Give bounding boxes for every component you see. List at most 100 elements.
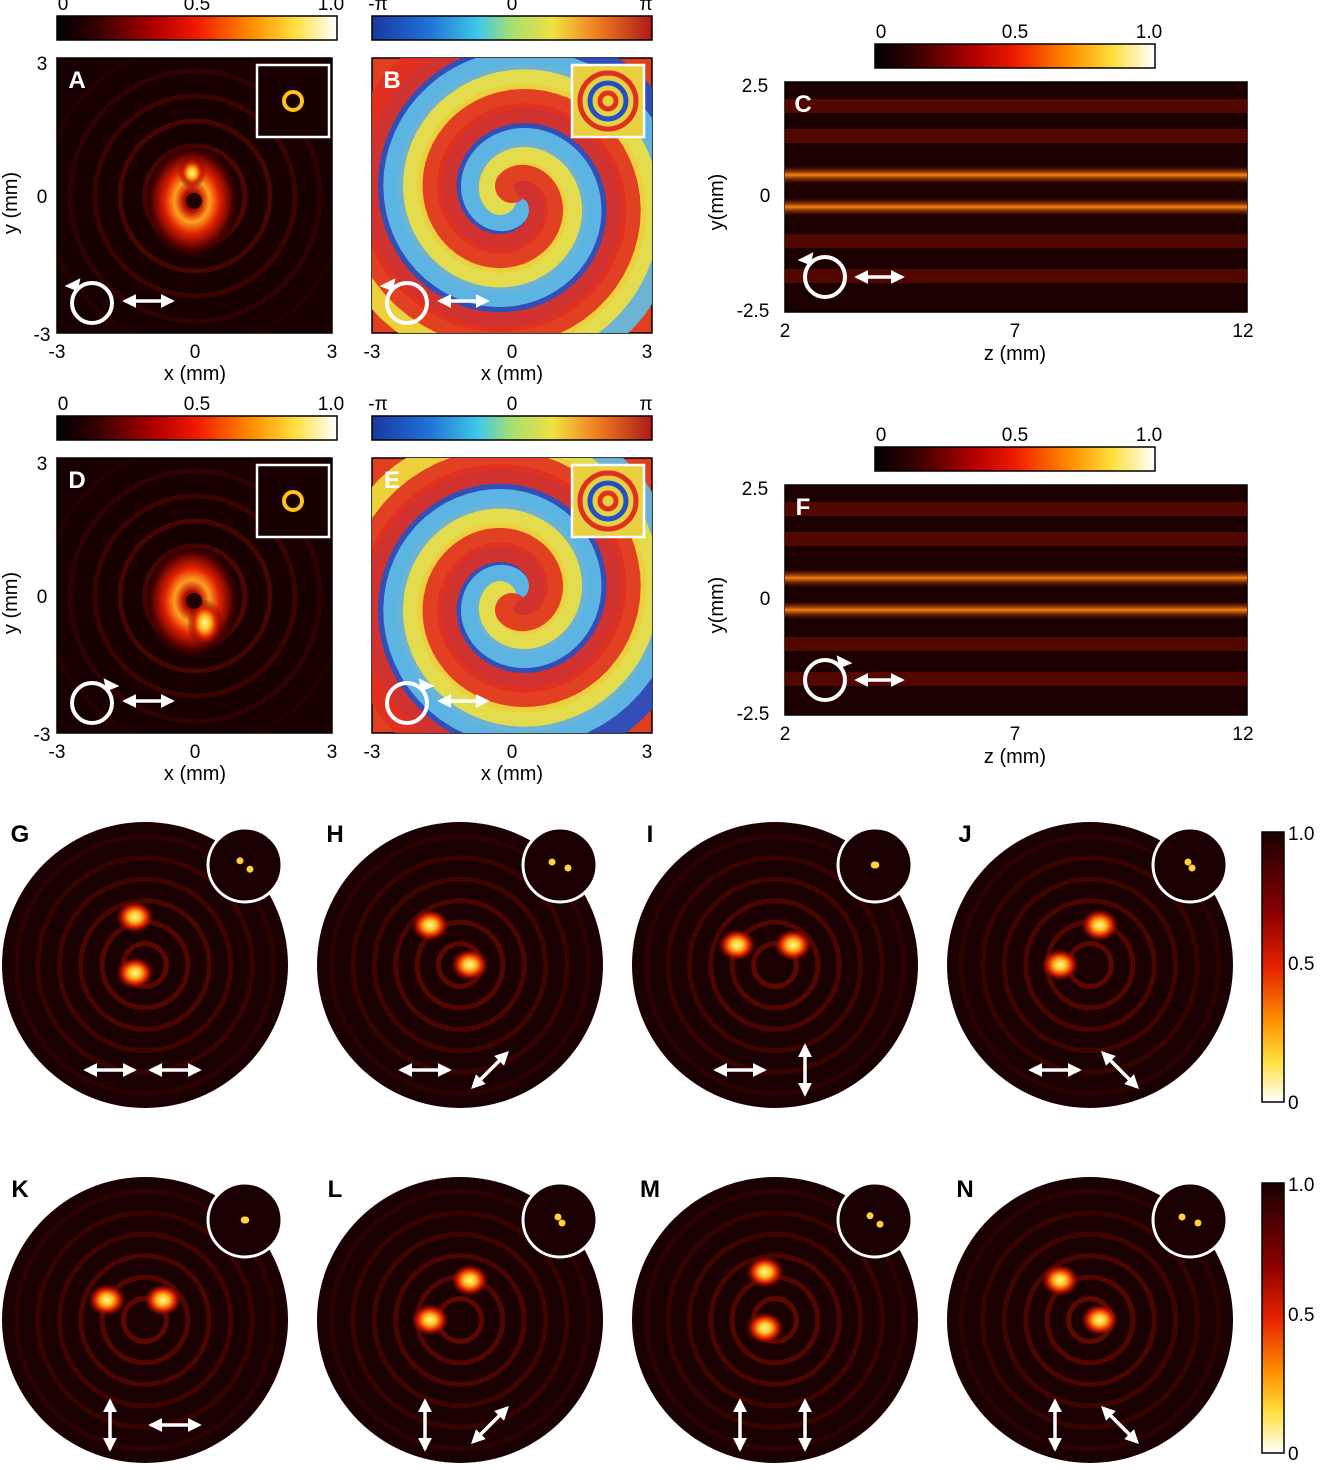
intensity-colorbar-A bbox=[56, 15, 338, 41]
ylabel-F: y(mm) bbox=[706, 577, 728, 634]
inset-disk-M bbox=[836, 1181, 914, 1259]
ring-pattern-D-ring bbox=[67, 468, 323, 724]
xtick-12-F: 12 bbox=[1232, 724, 1253, 745]
panel-label-H: H bbox=[326, 821, 343, 848]
ring-pattern-H-ring bbox=[393, 898, 527, 1032]
ytick-2.5-F: 2.5 bbox=[742, 479, 768, 500]
ytick-0-F: 0 bbox=[760, 589, 771, 610]
beam-band bbox=[785, 502, 1247, 516]
ytick-neg3-A: -3 bbox=[34, 325, 51, 346]
intensity-colorbar-D-tick-max: 1.0 bbox=[318, 394, 344, 415]
ring-pattern-M-ring bbox=[708, 1253, 842, 1387]
linear-polarization-arrow-H bbox=[471, 1051, 509, 1089]
ring-pattern-G-ring bbox=[13, 833, 277, 1097]
circular-polarization-icon-F-head bbox=[836, 655, 853, 669]
ring-pattern-N-ring bbox=[980, 1210, 1200, 1430]
panel-label-A: A bbox=[68, 67, 85, 94]
intensity-colorbar-C-tick-min: 0 bbox=[876, 22, 887, 43]
phase-arm bbox=[372, 58, 641, 333]
ylabel-A: y (mm) bbox=[0, 172, 22, 234]
intensity-colorbar-C-tick-max: 1.0 bbox=[1136, 22, 1162, 43]
circular-polarization-icon-A bbox=[70, 281, 114, 325]
ring-pattern-M-ring bbox=[643, 1188, 907, 1452]
phase-colorbar-E bbox=[371, 415, 653, 441]
ring-pattern-J-ring bbox=[980, 855, 1200, 1075]
bright-lobe-N bbox=[1040, 1263, 1081, 1298]
ytick-3-A: 3 bbox=[37, 54, 48, 75]
ytick-0-A: 0 bbox=[37, 187, 48, 208]
intensity-disk-K bbox=[2, 1177, 288, 1463]
ylabel-C: y(mm) bbox=[706, 174, 728, 231]
ring-pattern-J-ring bbox=[1001, 876, 1179, 1054]
vcb-tick-mid: 0.5 bbox=[1288, 1305, 1314, 1326]
inset-lobe-M bbox=[876, 1220, 884, 1228]
ring-pattern-K-ring bbox=[56, 1231, 234, 1409]
intensity-disk-I bbox=[632, 822, 918, 1108]
inset-disk-H bbox=[521, 826, 599, 904]
ring-pattern-K-ring bbox=[13, 1188, 277, 1452]
inset-lobe-K bbox=[242, 1216, 250, 1224]
inset-spiral-B bbox=[577, 70, 639, 132]
xtick-neg3-D: -3 bbox=[49, 742, 66, 763]
phase-colorbar-E-tick-max: π bbox=[639, 394, 652, 415]
ring-pattern-M-ring bbox=[686, 1231, 864, 1409]
panel-label-D: D bbox=[68, 467, 85, 494]
inset-ring bbox=[597, 490, 619, 512]
bright-lobe-A bbox=[178, 157, 206, 189]
ytick-0-C: 0 bbox=[760, 186, 771, 207]
inset-spiral-E bbox=[577, 470, 639, 532]
circular-polarization-icon-A-head bbox=[64, 278, 81, 292]
inset-lobe-H bbox=[548, 858, 556, 866]
phase-arm bbox=[383, 458, 652, 733]
ring-pattern-L-ring bbox=[393, 1253, 527, 1387]
ring-pattern-N-ring bbox=[1044, 1274, 1136, 1366]
ylabel-D: y (mm) bbox=[0, 572, 22, 634]
xtick-3-B: 3 bbox=[642, 342, 653, 363]
beam-band bbox=[785, 269, 1247, 283]
ring-pattern-D-ring bbox=[117, 518, 273, 674]
inset-lobe-I bbox=[872, 861, 880, 869]
vortex-core-D bbox=[186, 593, 202, 609]
inset-box-B bbox=[570, 63, 646, 139]
circular-polarization-icon-F bbox=[803, 658, 847, 702]
phase-colorbar-B bbox=[371, 15, 653, 41]
intensity-disk-J bbox=[947, 822, 1233, 1108]
ytick-2.5-C: 2.5 bbox=[742, 76, 768, 97]
bright-lobe-L bbox=[449, 1263, 490, 1298]
ring-pattern-K-ring bbox=[78, 1253, 212, 1387]
ring-pattern-H bbox=[317, 822, 603, 1108]
circular-polarization-icon-E bbox=[385, 681, 429, 725]
ring-pattern-J bbox=[947, 822, 1233, 1108]
inset-lobe-H bbox=[564, 864, 572, 872]
intensity-colorbar-D bbox=[56, 415, 338, 441]
bright-lobe-G bbox=[115, 956, 155, 990]
vertical-colorbar-1 bbox=[1261, 831, 1285, 1103]
xlabel-D: x (mm) bbox=[164, 763, 226, 785]
ring-pattern-I bbox=[632, 822, 918, 1108]
ring-pattern-A-ring bbox=[117, 118, 273, 274]
bright-lobe-I bbox=[773, 928, 813, 962]
xlabel-E: x (mm) bbox=[481, 763, 543, 785]
beam-band bbox=[785, 99, 1247, 113]
panel-label-I: I bbox=[647, 821, 654, 848]
vortex-core-A bbox=[186, 193, 202, 209]
panel-label-F: F bbox=[796, 494, 811, 521]
beam-band bbox=[785, 568, 1247, 588]
ytick-neg2.5-F: -2.5 bbox=[737, 704, 770, 725]
xlabel-C: z (mm) bbox=[984, 343, 1046, 365]
bright-lobe-D bbox=[187, 599, 223, 647]
beam-band bbox=[785, 532, 1247, 546]
ring-pattern-L-ring bbox=[328, 1188, 592, 1452]
ring-pattern-D-ring bbox=[92, 493, 298, 699]
ring-pattern-L bbox=[317, 1177, 603, 1463]
inset-lobe-N bbox=[1178, 1213, 1186, 1221]
ring-pattern-I-ring bbox=[729, 919, 821, 1011]
xtick-3-A: 3 bbox=[327, 342, 338, 363]
bright-lobe-J bbox=[1040, 947, 1081, 982]
inset-lobe-J bbox=[1188, 864, 1196, 872]
intensity-colorbar-A-tick-min: 0 bbox=[58, 0, 69, 15]
xtick-2-F: 2 bbox=[780, 724, 791, 745]
xtick-0-B: 0 bbox=[507, 342, 518, 363]
beam-band bbox=[785, 600, 1247, 620]
